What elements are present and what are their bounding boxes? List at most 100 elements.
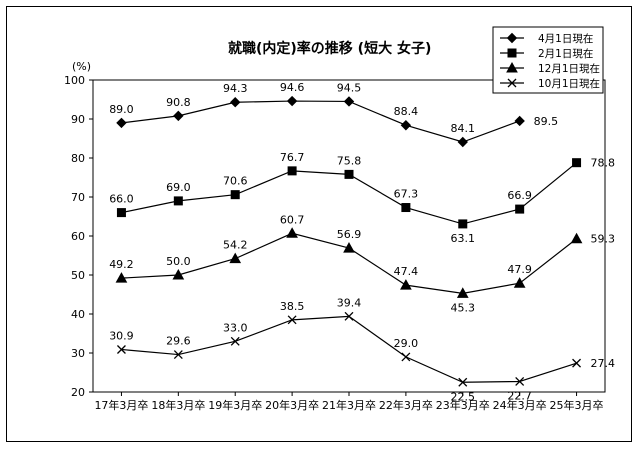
y-tick-label: 30 <box>71 347 85 360</box>
data-point <box>570 232 583 244</box>
x-tick-label: 23年3月卒 <box>436 398 490 412</box>
data-label: 89.0 <box>109 103 134 116</box>
data-label: 78.8 <box>591 157 616 170</box>
x-axis: 17年3月卒 18年3月卒 19年3月卒 20年3月卒 21年3月卒 22年3月卒 23年3… <box>94 392 604 412</box>
series-1: 66.0 69.0 70.6 76.7 75.8 67.3 63.1 66.9 78.8 <box>109 151 615 245</box>
data-point <box>230 97 241 108</box>
data-label: 94.3 <box>223 82 248 95</box>
data-point <box>572 358 582 368</box>
data-point <box>456 287 469 298</box>
data-point <box>515 377 525 386</box>
data-point <box>401 203 411 213</box>
data-point <box>116 117 127 129</box>
legend-label: 4月1日現在 <box>538 33 593 45</box>
data-label: 76.7 <box>280 151 305 164</box>
data-label: 27.4 <box>591 357 616 370</box>
series-2: 49.2 50.0 54.2 60.7 56.9 47.4 45.3 47.9 59.3 <box>109 213 615 314</box>
data-label: 75.8 <box>337 154 362 167</box>
data-point <box>458 377 468 387</box>
legend-entry: 10月1日現在 <box>500 78 600 90</box>
data-point <box>400 279 412 290</box>
y-axis-unit: (%) <box>72 60 91 73</box>
data-label: 33.0 <box>223 321 248 334</box>
data-label: 66.9 <box>507 189 532 202</box>
data-label: 67.3 <box>394 188 419 201</box>
data-point <box>287 315 297 325</box>
data-label: 54.2 <box>223 239 248 252</box>
data-point <box>172 268 185 280</box>
legend-marker <box>506 32 518 44</box>
data-point <box>115 272 128 283</box>
chart-title: 就職(内定)率の推移 (短大 女子) <box>228 40 431 57</box>
y-tick-label: 70 <box>71 191 85 204</box>
data-point <box>173 110 184 122</box>
data-point <box>116 208 126 218</box>
data-point <box>230 336 240 346</box>
legend-entry: 2月1日現在 <box>500 48 593 60</box>
data-label: 59.3 <box>591 233 616 246</box>
data-label: 38.5 <box>280 300 305 313</box>
data-label: 94.6 <box>280 81 305 94</box>
x-tick-label: 18年3月卒 <box>151 398 205 412</box>
data-point <box>343 242 355 253</box>
data-point <box>400 120 412 131</box>
data-label: 90.8 <box>166 96 191 109</box>
x-tick-label: 21年3月卒 <box>322 398 376 412</box>
y-tick-label: 60 <box>71 230 85 243</box>
y-tick-label: 20 <box>71 386 85 399</box>
data-label: 45.3 <box>451 301 476 314</box>
data-label: 69.0 <box>166 181 191 194</box>
chart-frame <box>6 6 632 442</box>
data-point <box>230 190 240 200</box>
data-label: 66.0 <box>109 193 134 206</box>
series-0: 89.0 90.8 94.3 94.6 94.5 88.4 84.1 89.5 <box>109 81 559 148</box>
data-point <box>286 95 298 107</box>
x-tick-label: 17年3月卒 <box>94 398 148 412</box>
legend-label: 10月1日現在 <box>538 78 600 90</box>
series-layer: 89.0 90.8 94.3 94.6 94.5 88.4 84.1 89.5 66.0 69.0… <box>109 81 615 403</box>
y-tick-label: 90 <box>71 113 85 126</box>
data-point <box>513 277 526 288</box>
data-label: 84.1 <box>451 122 476 135</box>
legend-label: 12月1日現在 <box>538 63 600 75</box>
data-label: 88.4 <box>394 105 419 118</box>
y-tick-label: 100 <box>64 74 85 87</box>
data-label: 47.4 <box>394 265 419 278</box>
y-tick-label: 40 <box>71 308 85 321</box>
data-point <box>229 252 242 264</box>
legend-marker <box>507 48 517 58</box>
series-line <box>121 100 520 143</box>
legend-entry: 4月1日現在 <box>500 32 593 45</box>
data-point <box>458 219 468 229</box>
data-point <box>286 227 298 238</box>
data-label: 70.6 <box>223 175 248 188</box>
data-label: 63.1 <box>451 232 476 245</box>
series-line <box>121 315 577 383</box>
data-label: 22.5 <box>451 390 476 403</box>
data-point <box>344 311 354 321</box>
x-tick-label: 19年3月卒 <box>208 398 262 412</box>
data-label: 29.0 <box>394 337 419 350</box>
data-label: 56.9 <box>337 228 362 241</box>
data-point <box>514 115 525 127</box>
data-point <box>401 352 411 362</box>
data-label: 39.4 <box>337 296 362 309</box>
data-label: 22.7 <box>507 389 532 402</box>
data-point <box>572 158 582 168</box>
legend-marker <box>506 61 518 73</box>
data-label: 94.5 <box>337 81 362 94</box>
data-label: 49.2 <box>109 258 134 271</box>
data-point <box>116 345 126 354</box>
x-tick-label: 25年3月卒 <box>550 398 604 412</box>
data-label: 89.5 <box>534 115 559 128</box>
data-point <box>457 136 468 148</box>
data-label: 30.9 <box>109 329 134 342</box>
data-point <box>173 350 183 360</box>
x-tick-label: 22年3月卒 <box>379 398 433 412</box>
y-tick-label: 80 <box>71 152 85 165</box>
data-point <box>287 166 297 176</box>
data-point <box>344 169 354 179</box>
legend-label: 2月1日現在 <box>538 48 593 60</box>
data-label: 60.7 <box>280 213 305 226</box>
